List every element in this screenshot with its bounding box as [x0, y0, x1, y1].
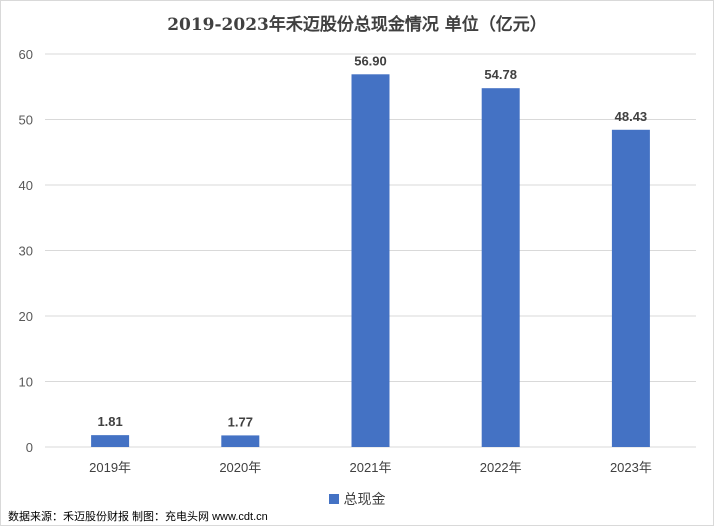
bar [481, 88, 520, 447]
y-tick-label: 60 [19, 47, 33, 62]
x-tick-label: 2023年 [610, 460, 652, 475]
x-tick-label: 2019年 [89, 460, 131, 475]
data-label: 1.77 [228, 414, 253, 429]
data-label: 54.78 [484, 67, 517, 82]
bar [351, 74, 390, 448]
legend: 总现金 [0, 489, 714, 509]
y-tick-label: 0 [26, 440, 33, 455]
legend-swatch [328, 494, 339, 504]
y-tick-label: 10 [19, 375, 33, 390]
x-tick-label: 2022年 [480, 460, 522, 475]
y-tick-label: 30 [19, 244, 33, 259]
bar [91, 435, 130, 447]
y-tick-label: 50 [19, 113, 33, 128]
bar [611, 129, 650, 447]
x-tick-label: 2021年 [350, 460, 392, 475]
chart-title: 2019-2023年禾迈股份总现金情况 单位（亿元） [167, 15, 547, 35]
bar [221, 435, 260, 447]
source-note: 数据来源：禾迈股份财报 制图：充电头网 www.cdt.cn [8, 511, 268, 523]
data-label: 48.43 [615, 109, 648, 124]
y-tick-label: 20 [19, 309, 33, 324]
legend-label: 总现金 [343, 491, 386, 507]
data-label: 1.81 [97, 414, 122, 429]
y-tick-label: 40 [19, 178, 33, 193]
data-label: 56.90 [354, 53, 387, 68]
x-tick-label: 2020年 [219, 460, 261, 475]
